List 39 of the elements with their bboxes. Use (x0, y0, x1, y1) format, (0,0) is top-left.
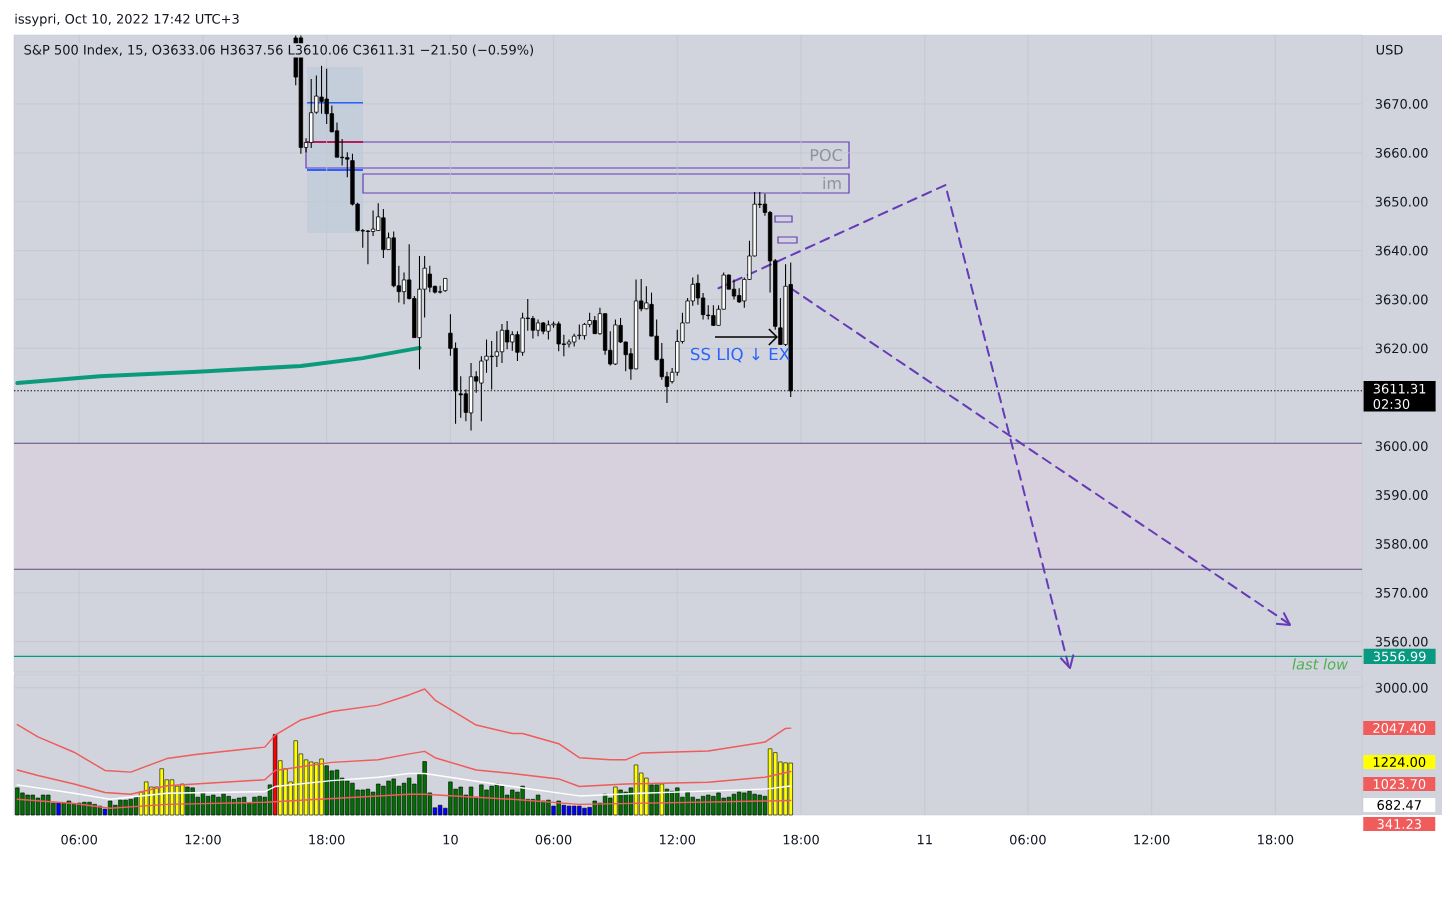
y-tick-label: 3640.00 (1375, 245, 1428, 256)
text: 341.23 (1377, 819, 1421, 829)
annotation: im (823, 176, 841, 190)
x-tick-label: 18:00 (783, 834, 819, 845)
x-tick-label: 12:00 (1134, 834, 1170, 845)
ref-line-label: 3611.31 (1373, 383, 1426, 394)
y-tick-label: 3560.00 (1375, 636, 1428, 647)
x-tick-label: 12:00 (185, 834, 221, 845)
text: 02:30 (1373, 399, 1410, 409)
text: 1023.70 (1373, 779, 1426, 789)
x-tick-label: 11 (917, 834, 932, 845)
y-tick-label: 3670.00 (1375, 98, 1428, 109)
y-tick-label: 3630.00 (1375, 294, 1428, 305)
y-tick-label: 3590.00 (1375, 490, 1428, 500)
x-tick-label: 12:00 (659, 834, 696, 845)
y-tick-label: 3000.00 (1375, 682, 1428, 693)
x-tick-label: 10 (443, 834, 458, 845)
text: 682.47 (1377, 800, 1421, 810)
y-tick-label: 3660.00 (1375, 147, 1428, 158)
text: S&P 500 Index, 15, O3633.06 H3637.56 L3610.06 C3611.31 −21.50 (−0.59%) (24, 44, 534, 57)
x-tick-label: 18:00 (309, 834, 345, 845)
text: 1224.00 (1373, 757, 1426, 767)
y-tick-label: 3570.00 (1375, 587, 1428, 598)
x-tick-label: 06:00 (1010, 834, 1046, 845)
text: 2047.40 (1373, 723, 1426, 733)
y-tick-label: 3580.00 (1375, 538, 1428, 549)
y-tick-label: 3620.00 (1375, 343, 1428, 354)
ref-line-label: 3556.99 (1373, 651, 1426, 662)
y-tick-label: 3600.00 (1375, 441, 1428, 452)
text: issypri, Oct 10, 2022 17:42 UTC+3 (15, 13, 239, 27)
line-series (15, 345, 422, 386)
x-tick-label: 06:00 (535, 834, 572, 845)
x-tick-label: 18:00 (1258, 834, 1294, 845)
annotation: POC (810, 148, 842, 162)
annotation: last low (1292, 658, 1349, 670)
y-tick-label: 3650.00 (1375, 196, 1428, 207)
candlestick (437, 285, 443, 295)
x-tick-label: 06:00 (61, 834, 98, 845)
y-axis-title: USD (1376, 44, 1403, 55)
